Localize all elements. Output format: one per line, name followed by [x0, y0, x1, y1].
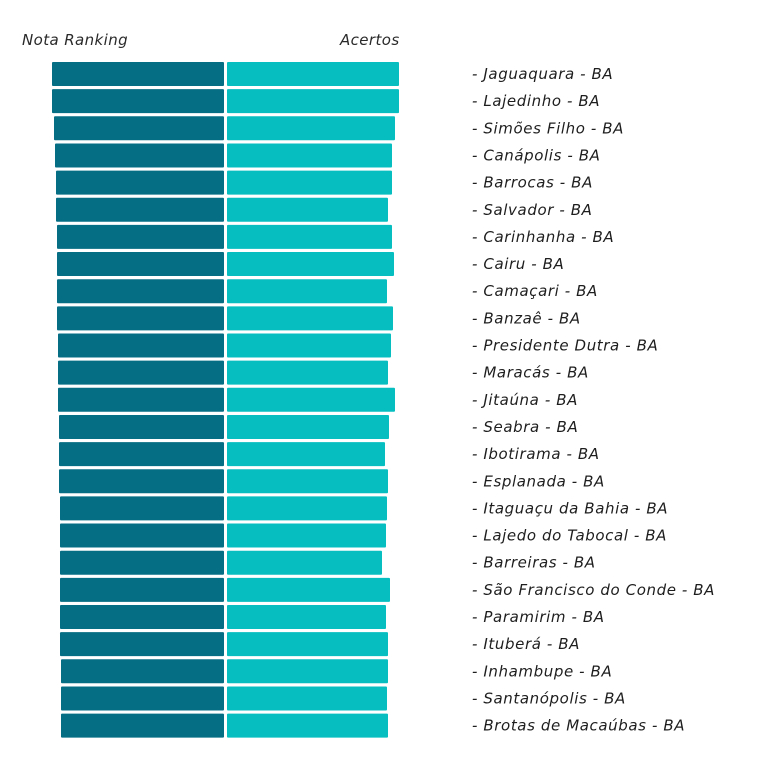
- bar-nota-ranking: [58, 333, 224, 358]
- bar-acertos: [227, 333, 391, 358]
- bar-nota-ranking: [57, 279, 224, 304]
- category-label: - Esplanada - BA: [472, 472, 605, 490]
- bar-acertos: [227, 577, 390, 602]
- bar-nota-ranking: [59, 442, 224, 467]
- bar-nota-ranking: [57, 252, 224, 277]
- bar-acertos: [227, 170, 392, 195]
- category-label: - Inhambupe - BA: [472, 662, 612, 680]
- bar-acertos: [227, 360, 388, 385]
- category-label: - Jitaúna - BA: [472, 391, 578, 409]
- bar-acertos: [227, 62, 399, 86]
- bar-acertos: [227, 659, 388, 684]
- bar-acertos: [227, 469, 388, 494]
- bar-acertos: [227, 279, 387, 304]
- category-label: - Salvador - BA: [472, 201, 593, 219]
- series-acertos: [227, 62, 399, 738]
- bar-nota-ranking: [52, 89, 224, 114]
- category-label: - Canápolis - BA: [472, 146, 601, 164]
- bar-nota-ranking: [55, 143, 224, 168]
- category-label: - Maracás - BA: [472, 364, 589, 382]
- category-label: - Itaguaçu da Bahia - BA: [472, 499, 668, 517]
- bar-acertos: [227, 252, 394, 277]
- category-label: - São Francisco do Conde - BA: [472, 581, 715, 599]
- bar-nota-ranking: [56, 197, 224, 222]
- bar-acertos: [227, 713, 388, 738]
- bar-nota-ranking: [58, 360, 224, 385]
- category-label: - Lajedinho - BA: [472, 92, 600, 110]
- bar-acertos: [227, 143, 392, 168]
- category-label: - Cairu - BA: [472, 255, 564, 273]
- bar-nota-ranking: [60, 550, 224, 575]
- bar-nota-ranking: [60, 523, 224, 548]
- bar-acertos: [227, 686, 387, 711]
- bar-acertos: [227, 306, 393, 331]
- category-label: - Barreiras - BA: [472, 554, 596, 572]
- category-label: - Brotas de Macaúbas - BA: [472, 717, 685, 735]
- bar-acertos: [227, 605, 386, 629]
- bar-nota-ranking: [54, 116, 224, 141]
- bar-acertos: [227, 523, 386, 548]
- category-label: - Paramirim - BA: [472, 608, 605, 626]
- bar-acertos: [227, 442, 385, 467]
- bar-nota-ranking: [58, 387, 224, 412]
- bar-acertos: [227, 89, 399, 114]
- series-nota-ranking: [52, 62, 224, 738]
- category-label: - Simões Filho - BA: [472, 119, 624, 137]
- bar-nota-ranking: [61, 686, 224, 711]
- bar-nota-ranking: [60, 632, 224, 657]
- category-label: - Seabra - BA: [472, 418, 578, 436]
- category-label: - Carinhanha - BA: [472, 228, 614, 246]
- category-label: - Lajedo do Tabocal - BA: [472, 527, 667, 545]
- bar-acertos: [227, 550, 382, 575]
- bar-nota-ranking: [61, 659, 224, 684]
- bar-acertos: [227, 632, 388, 657]
- category-label: - Camaçari - BA: [472, 282, 598, 300]
- bar-acertos: [227, 496, 387, 521]
- bar-nota-ranking: [56, 170, 224, 195]
- category-label: - Jaguaquara - BA: [472, 65, 613, 83]
- category-label: - Banzaê - BA: [472, 309, 581, 327]
- bar-acertos: [227, 414, 389, 439]
- header-nota-ranking: Nota Ranking: [22, 31, 129, 49]
- category-label: - Presidente Dutra - BA: [472, 337, 658, 355]
- category-label: - Barrocas - BA: [472, 174, 593, 192]
- category-label: - Ibotirama - BA: [472, 445, 600, 463]
- bar-nota-ranking: [59, 414, 224, 439]
- category-label: - Ituberá - BA: [472, 635, 580, 653]
- bar-nota-ranking: [52, 62, 224, 86]
- bar-nota-ranking: [60, 496, 224, 521]
- bar-acertos: [227, 197, 388, 222]
- bar-nota-ranking: [60, 577, 224, 602]
- header-acertos: Acertos: [340, 31, 400, 49]
- bar-acertos: [227, 387, 395, 412]
- category-label: - Santanópolis - BA: [472, 689, 626, 707]
- bar-acertos: [227, 116, 395, 141]
- bar-nota-ranking: [59, 469, 224, 494]
- bar-nota-ranking: [57, 224, 224, 249]
- bar-nota-ranking: [60, 605, 224, 629]
- category-labels: - Jaguaquara - BA - Lajedinho - BA - Simõe…: [472, 65, 715, 735]
- bar-nota-ranking: [57, 306, 224, 331]
- bar-acertos: [227, 224, 392, 249]
- bar-nota-ranking: [61, 713, 224, 738]
